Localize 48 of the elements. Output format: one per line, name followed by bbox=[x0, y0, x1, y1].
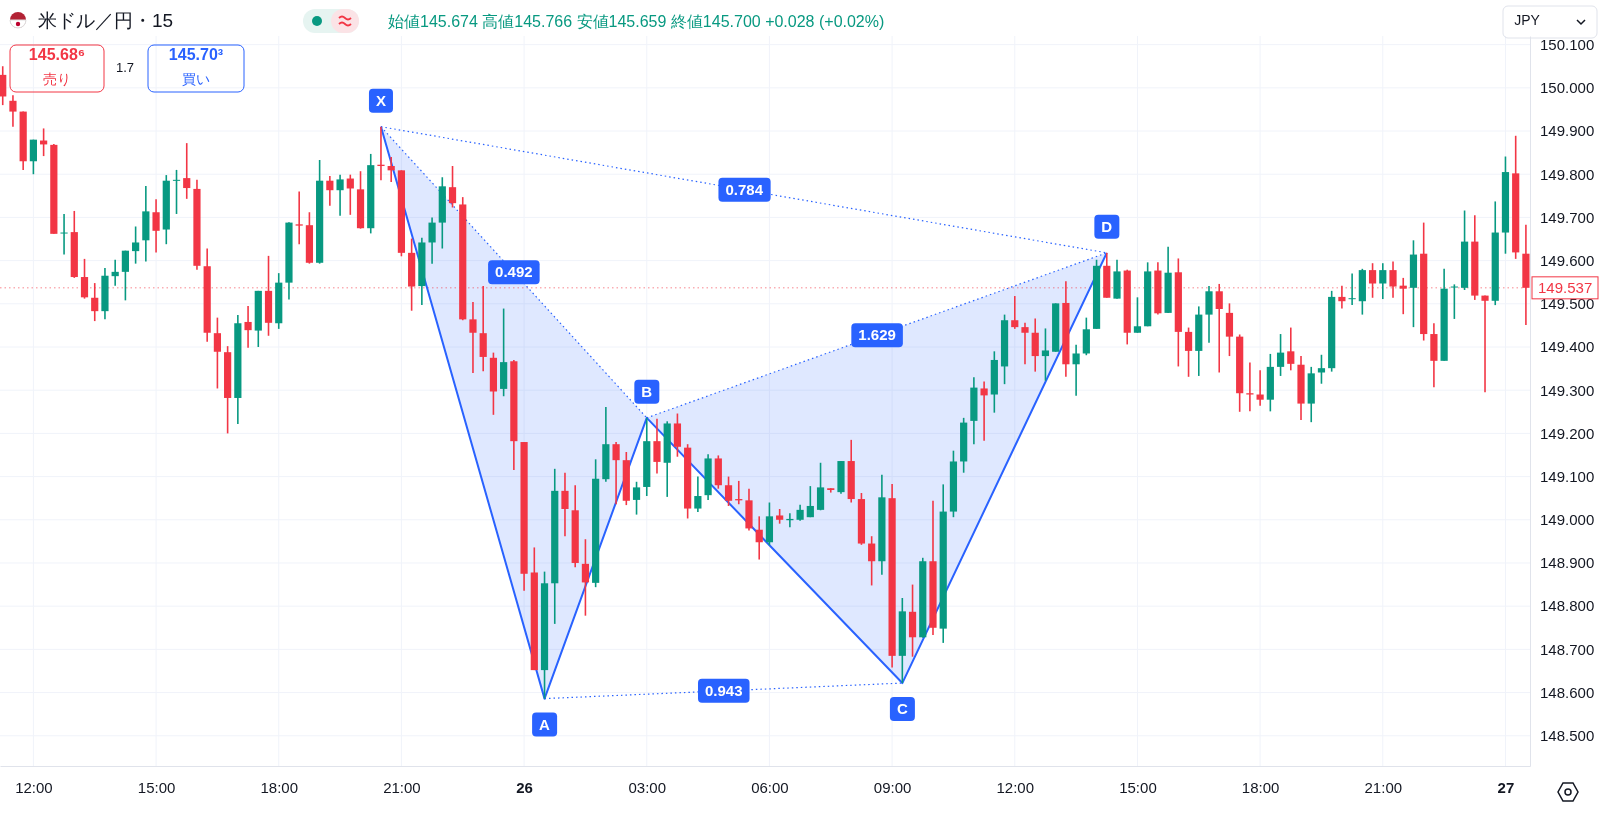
x-tick-label: 15:00 bbox=[1119, 778, 1157, 796]
annotation: 0.492 bbox=[495, 263, 533, 281]
annotation: A bbox=[539, 715, 551, 733]
ref-line-label: 149.537 bbox=[1538, 278, 1593, 296]
chart-title: 米ドル／円・15 bbox=[38, 10, 174, 31]
x-tick-label: 18:00 bbox=[1241, 778, 1280, 796]
y-tick-label: 148.600 bbox=[1540, 683, 1595, 701]
y-tick-label: 149.000 bbox=[1540, 511, 1595, 529]
x-tick-label: 09:00 bbox=[873, 778, 912, 796]
annotation: D bbox=[1101, 217, 1113, 235]
x-tick-label: 12:00 bbox=[996, 778, 1035, 796]
x-tick-label: 12:00 bbox=[15, 778, 53, 796]
y-tick-label: 149.400 bbox=[1540, 338, 1595, 356]
annotation: X bbox=[375, 91, 386, 109]
annotation: 買い bbox=[182, 71, 210, 87]
y-tick-label: 149.100 bbox=[1540, 467, 1595, 485]
x-tick-label: 21:00 bbox=[383, 778, 421, 796]
y-tick-label: 150.000 bbox=[1540, 79, 1595, 97]
y-tick-label: 149.700 bbox=[1540, 208, 1595, 226]
x-tick-label: 27 bbox=[1497, 778, 1515, 796]
y-tick-label: 148.900 bbox=[1540, 554, 1595, 572]
x-tick-label: 18:00 bbox=[260, 778, 299, 796]
y-tick-label: 149.300 bbox=[1540, 381, 1595, 399]
y-tick-label: 149.600 bbox=[1540, 251, 1595, 269]
annotation: 1.629 bbox=[858, 326, 896, 344]
text: JPY bbox=[1514, 12, 1541, 28]
annotation: C bbox=[896, 700, 908, 718]
annotation: 売り bbox=[43, 71, 71, 87]
y-tick-label: 149.500 bbox=[1540, 295, 1595, 313]
x-tick-label: 26 bbox=[516, 778, 533, 796]
annotation: 145.68⁶ bbox=[28, 46, 86, 63]
y-tick-label: 149.200 bbox=[1540, 424, 1595, 442]
x-tick-label: 15:00 bbox=[137, 778, 176, 796]
y-tick-label: 150.100 bbox=[1540, 35, 1595, 53]
y-tick-label: 149.800 bbox=[1540, 165, 1595, 183]
y-tick-label: 148.800 bbox=[1540, 597, 1595, 615]
x-tick-label: 06:00 bbox=[751, 778, 789, 796]
chart-subtitle: 始値145.674 高値145.766 安値145.659 終値145.700 +0.028 (+0.02%) bbox=[388, 13, 885, 30]
y-tick-label: 148.700 bbox=[1540, 640, 1595, 658]
y-tick-label: 149.900 bbox=[1540, 122, 1595, 140]
annotation: 1.7 bbox=[115, 60, 135, 75]
x-tick-label: 21:00 bbox=[1364, 778, 1403, 796]
annotation: 0.943 bbox=[704, 681, 743, 699]
annotation: 0.784 bbox=[725, 180, 764, 198]
x-tick-label: 03:00 bbox=[628, 778, 667, 796]
annotation: B bbox=[641, 382, 653, 400]
annotation: 145.70³ bbox=[168, 46, 224, 63]
y-tick-label: 148.500 bbox=[1540, 727, 1595, 745]
